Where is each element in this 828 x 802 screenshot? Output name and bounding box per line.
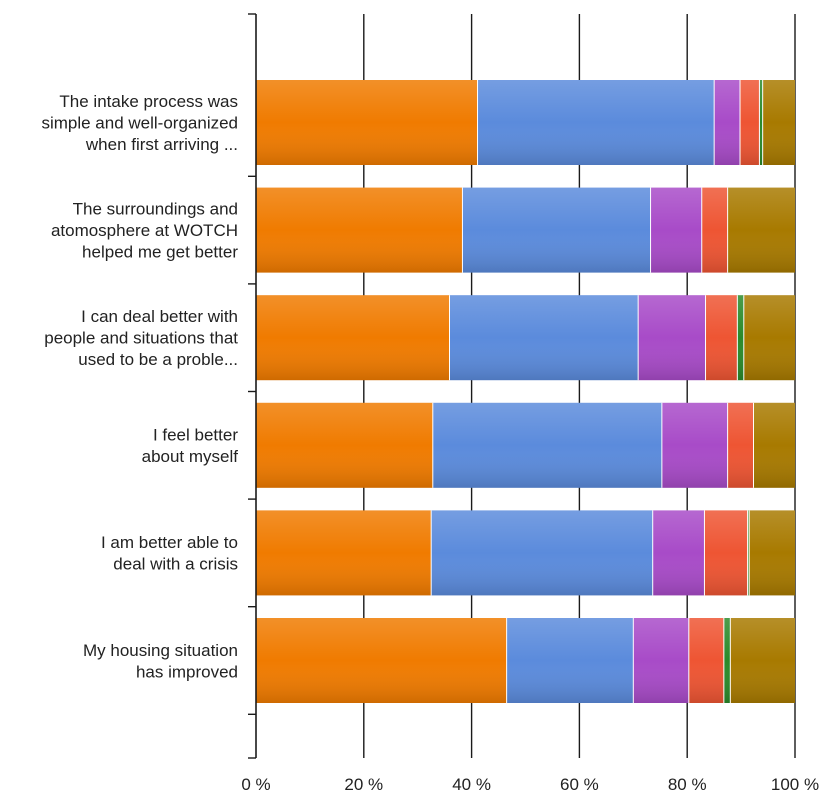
category-label: has improved <box>136 662 238 681</box>
category-label: The surroundings and <box>73 200 238 219</box>
x-tick-label: 60 % <box>560 775 599 794</box>
category-label: used to be a proble... <box>78 350 238 369</box>
bar-segment-shade <box>661 402 728 488</box>
bar-segment-shade <box>704 510 748 596</box>
bar-segment-shade <box>256 510 432 596</box>
bar-segment-shade <box>705 295 738 381</box>
x-tick-label: 100 % <box>771 775 819 794</box>
bar-segment-shade <box>256 80 478 165</box>
bar-segment-shade <box>727 402 754 488</box>
bar-segment-shade <box>462 187 651 273</box>
bar-row <box>256 187 795 273</box>
bar-segment-shade <box>688 618 724 703</box>
category-label: The intake process was <box>59 92 238 111</box>
bar-segment-shade <box>432 402 662 488</box>
x-tick-label: 0 % <box>241 775 270 794</box>
bar-segment-shade <box>506 618 634 703</box>
category-label: when first arriving ... <box>85 135 238 154</box>
bar-segment-shade <box>449 295 639 381</box>
bar-row <box>256 510 795 596</box>
bar-segment-shade <box>727 187 795 273</box>
category-label: simple and well-organized <box>41 114 238 133</box>
category-label: atomosphere at WOTCH <box>51 221 238 240</box>
plot-area <box>256 80 795 703</box>
bar-segment-shade <box>730 618 795 703</box>
bar-segment-shade <box>737 295 744 381</box>
category-label: I feel better <box>153 426 238 445</box>
bar-segment-shade <box>749 510 795 596</box>
y-axis <box>248 13 257 759</box>
bar-segment-shade <box>743 295 795 381</box>
bar-row <box>256 402 795 488</box>
x-tick-label: 40 % <box>452 775 491 794</box>
bar-row <box>256 80 795 165</box>
bar-segment-shade <box>256 295 450 381</box>
category-label: about myself <box>142 447 239 466</box>
bar-segment-shade <box>652 510 705 596</box>
category-label: I am better able to <box>101 533 238 552</box>
bar-segment-shade <box>740 80 760 165</box>
x-tick-label: 80 % <box>668 775 707 794</box>
bar-segment-shade <box>256 402 433 488</box>
bar-segment-shade <box>633 618 689 703</box>
x-axis-tick-labels: 0 % 20 % 40 % 60 % 80 % 100 % <box>241 775 819 794</box>
bar-segment-shade <box>723 618 731 703</box>
category-label: people and situations that <box>44 329 238 348</box>
bar-segment-shade <box>477 80 715 165</box>
category-label: helped me get better <box>82 243 238 262</box>
category-label: deal with a crisis <box>113 555 238 574</box>
bar-segment-shade <box>431 510 653 596</box>
bar-row <box>256 618 795 703</box>
x-tick-label: 20 % <box>344 775 383 794</box>
bar-segment-shade <box>650 187 702 273</box>
category-label: My housing situation <box>83 641 238 660</box>
category-label: I can deal better with <box>81 307 238 326</box>
bar-segment-shade <box>256 618 507 703</box>
bar-segment-shade <box>256 187 463 273</box>
bar-segment-shade <box>701 187 728 273</box>
bar-segment-shade <box>714 80 741 165</box>
bar-segment-shade <box>759 80 763 165</box>
bar-segment-shade <box>753 402 795 488</box>
bar-row <box>256 295 795 381</box>
bar-segment-shade <box>638 295 706 381</box>
bar-segment-shade <box>747 510 750 596</box>
category-labels: The intake process was simple and well-or… <box>41 92 238 681</box>
bar-segment-shade <box>762 80 795 165</box>
